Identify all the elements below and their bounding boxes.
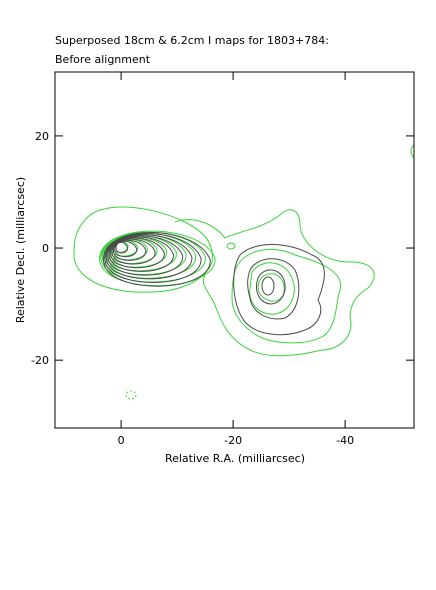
black-contour bbox=[111, 238, 156, 265]
x-tick-label: -20 bbox=[224, 434, 242, 447]
black-contour bbox=[114, 240, 138, 258]
green-contour bbox=[125, 390, 137, 400]
x-axis-label: Relative R.A. (milliarcsec) bbox=[165, 452, 305, 465]
black-contour bbox=[115, 241, 129, 254]
green-contour bbox=[73, 206, 213, 293]
y-tick-label: 0 bbox=[42, 242, 49, 255]
chart-title: Superposed 18cm & 6.2cm I maps for 1803+… bbox=[55, 34, 329, 47]
black-contour bbox=[108, 236, 174, 272]
green-contour bbox=[410, 144, 415, 159]
green-contour bbox=[257, 273, 285, 302]
black-contour bbox=[261, 276, 275, 296]
black-contour bbox=[102, 232, 211, 287]
black-contour bbox=[112, 239, 147, 261]
green-contour bbox=[226, 242, 236, 250]
x-tick-label: -40 bbox=[336, 434, 354, 447]
contours bbox=[73, 144, 415, 400]
black-contour bbox=[107, 235, 184, 276]
plot-frame bbox=[54, 71, 415, 429]
y-axis-label: Relative Decl. (milliarcsec) bbox=[14, 177, 27, 323]
y-tick-label: -20 bbox=[31, 354, 49, 367]
black-contour bbox=[233, 244, 325, 336]
y-tick-label: 20 bbox=[35, 130, 49, 143]
green-contour bbox=[231, 248, 342, 344]
chart-subtitle: Before alignment bbox=[55, 53, 151, 66]
x-tick-label: 0 bbox=[118, 434, 125, 447]
black-contour bbox=[105, 234, 193, 280]
black-contour bbox=[256, 269, 286, 305]
black-contour bbox=[247, 258, 300, 320]
green-contour bbox=[249, 262, 295, 315]
green-contour bbox=[174, 209, 375, 357]
